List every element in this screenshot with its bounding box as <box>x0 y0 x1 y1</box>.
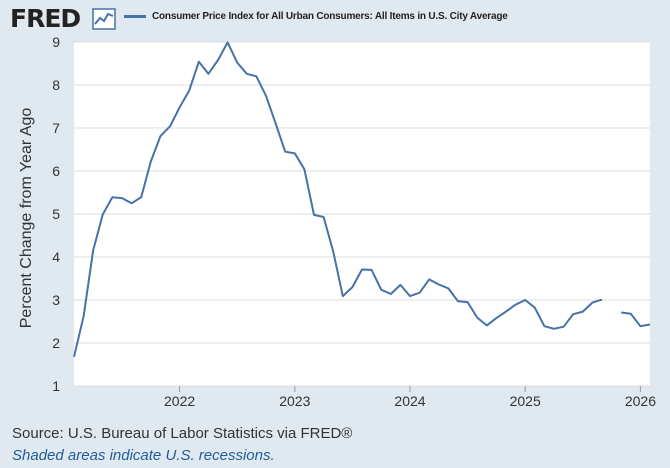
legend-label: Consumer Price Index for All Urban Consu… <box>152 11 508 22</box>
x-tick-label: 2022 <box>164 393 195 409</box>
series-line-cpi[interactable] <box>621 311 651 328</box>
y-axis-label: Percent Change from Year Ago <box>18 108 35 329</box>
recession-note: Shaded areas indicate U.S. recessions. <box>12 447 275 464</box>
y-tick-label: 7 <box>52 120 60 136</box>
chart-header: FRED Consumer Price Index for All Urban … <box>0 0 670 40</box>
y-tick-label: 6 <box>52 163 60 179</box>
source-note: Source: U.S. Bureau of Labor Statistics … <box>12 425 353 442</box>
y-tick-label: 5 <box>52 206 60 222</box>
x-axis-ticks: 2022 2023 2024 2025 2026 <box>164 386 656 409</box>
x-tick-label: 2023 <box>279 393 310 409</box>
gridlines <box>74 41 650 387</box>
y-tick-label: 4 <box>52 249 60 265</box>
legend-swatch <box>124 15 146 18</box>
y-tick-label: 2 <box>52 335 60 351</box>
x-tick-label: 2024 <box>394 393 425 409</box>
legend: Consumer Price Index for All Urban Consu… <box>124 11 508 22</box>
y-axis-ticks: 1 2 3 4 5 6 7 8 9 <box>52 34 60 394</box>
y-tick-label: 3 <box>52 292 60 308</box>
series-line-cpi[interactable] <box>73 41 603 358</box>
y-tick-label: 9 <box>52 34 60 50</box>
y-tick-label: 1 <box>52 378 60 394</box>
fred-logo[interactable]: FRED <box>10 4 81 33</box>
x-tick-label: 2025 <box>510 393 541 409</box>
chart: 1 2 3 4 5 6 7 8 9 2022 2023 2024 2025 2026 Percent C… <box>18 34 656 409</box>
series-layer <box>73 41 651 358</box>
y-tick-label: 8 <box>52 77 60 93</box>
line-chart-icon <box>92 8 116 30</box>
x-tick-label: 2026 <box>625 393 656 409</box>
